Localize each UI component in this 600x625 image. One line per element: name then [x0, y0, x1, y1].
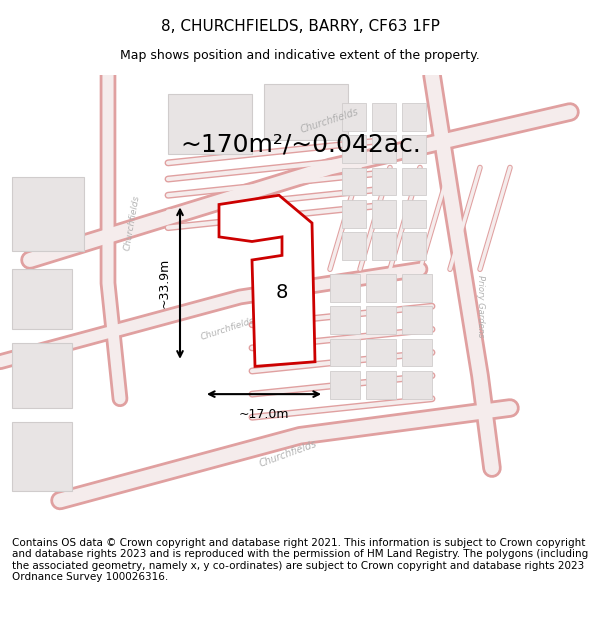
Text: Churchfields: Churchfields: [122, 194, 142, 251]
Text: ~170m²/~0.042ac.: ~170m²/~0.042ac.: [180, 132, 421, 156]
Polygon shape: [372, 168, 396, 195]
Polygon shape: [402, 371, 432, 399]
Text: Churchfields: Churchfields: [258, 439, 318, 469]
Polygon shape: [342, 135, 366, 163]
Polygon shape: [402, 306, 432, 334]
Text: 8, CHURCHFIELDS, BARRY, CF63 1FP: 8, CHURCHFIELDS, BARRY, CF63 1FP: [161, 19, 439, 34]
Polygon shape: [366, 306, 396, 334]
Polygon shape: [12, 343, 72, 408]
Polygon shape: [366, 339, 396, 366]
Polygon shape: [330, 274, 360, 302]
Polygon shape: [12, 422, 72, 491]
Polygon shape: [12, 177, 84, 251]
Polygon shape: [342, 168, 366, 195]
Polygon shape: [372, 135, 396, 163]
Polygon shape: [264, 84, 348, 140]
Polygon shape: [330, 371, 360, 399]
Polygon shape: [330, 339, 360, 366]
Text: 8: 8: [276, 283, 288, 302]
Polygon shape: [372, 200, 396, 228]
Text: Churchfields: Churchfields: [299, 107, 361, 136]
Text: Churchfields: Churchfields: [200, 316, 256, 342]
Text: ~33.9m: ~33.9m: [158, 258, 171, 308]
Polygon shape: [219, 195, 315, 366]
Polygon shape: [342, 102, 366, 131]
Polygon shape: [12, 269, 72, 329]
Polygon shape: [402, 232, 426, 260]
Text: Contains OS data © Crown copyright and database right 2021. This information is : Contains OS data © Crown copyright and d…: [12, 538, 588, 582]
Polygon shape: [402, 135, 426, 163]
Polygon shape: [402, 168, 426, 195]
Polygon shape: [402, 102, 426, 131]
Polygon shape: [366, 371, 396, 399]
Polygon shape: [372, 102, 396, 131]
Polygon shape: [168, 94, 252, 154]
Text: Map shows position and indicative extent of the property.: Map shows position and indicative extent…: [120, 49, 480, 62]
Text: Priory Gardens: Priory Gardens: [476, 275, 485, 338]
Polygon shape: [366, 274, 396, 302]
Polygon shape: [342, 232, 366, 260]
Polygon shape: [402, 339, 432, 366]
Polygon shape: [402, 274, 432, 302]
Polygon shape: [342, 200, 366, 228]
Polygon shape: [330, 306, 360, 334]
Polygon shape: [372, 232, 396, 260]
Text: ~17.0m: ~17.0m: [239, 408, 289, 421]
Polygon shape: [402, 200, 426, 228]
